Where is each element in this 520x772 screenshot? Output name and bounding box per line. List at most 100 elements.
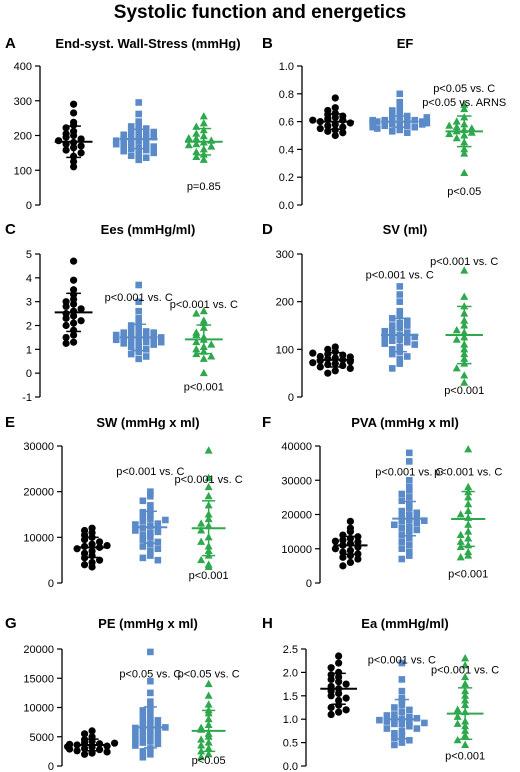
data-point <box>388 322 396 329</box>
p-value-annotation: p<0.05 <box>447 186 481 198</box>
data-point <box>204 700 213 708</box>
data-point <box>88 563 96 571</box>
data-point <box>147 689 154 697</box>
data-point <box>95 556 104 564</box>
data-point <box>388 128 396 135</box>
data-point <box>342 694 350 702</box>
data-point <box>62 333 70 342</box>
data-point <box>327 692 335 700</box>
data-point <box>398 490 406 498</box>
data-point <box>70 257 78 265</box>
data-point <box>406 542 413 549</box>
data-point <box>192 147 201 156</box>
y-tick-label: 4 <box>26 273 32 285</box>
data-point <box>139 531 147 539</box>
data-point <box>309 359 317 367</box>
data-point <box>95 746 104 754</box>
data-point <box>142 353 150 360</box>
panel-title: Ees (mmHg/ml) <box>101 222 196 237</box>
data-point <box>327 664 335 672</box>
data-point <box>70 331 78 339</box>
data-point <box>139 518 147 525</box>
data-point <box>154 740 162 748</box>
data-point <box>316 363 324 371</box>
data-point <box>135 307 142 315</box>
data-point <box>132 742 139 749</box>
data-point <box>132 730 139 738</box>
data-point <box>406 736 413 744</box>
data-point <box>142 332 150 340</box>
data-point <box>406 494 413 501</box>
data-point <box>112 336 120 344</box>
data-point <box>204 482 213 491</box>
panel-b: B EF 0.0 0.2 0.4 0.6 0.8 1.0 p<0.05 vs. C p<0.05 … <box>262 35 506 212</box>
data-point <box>154 734 162 742</box>
data-point <box>445 129 454 138</box>
data-point <box>327 710 335 719</box>
data-point <box>62 133 70 141</box>
data-point <box>464 445 473 453</box>
data-point <box>396 307 404 315</box>
y-tick-label: 0.2 <box>279 172 294 184</box>
y-tick-label: 400 <box>14 61 32 73</box>
data-point <box>369 118 377 125</box>
data-point <box>411 333 419 341</box>
data-point <box>150 149 157 157</box>
data-point <box>346 353 354 361</box>
data-point <box>127 123 135 130</box>
data-point <box>120 136 127 144</box>
y-tick-label: 300 <box>14 96 32 108</box>
data-point <box>70 100 78 108</box>
data-point <box>406 718 413 725</box>
data-point <box>110 739 119 747</box>
data-point <box>112 331 120 339</box>
data-point <box>154 722 162 730</box>
y-tick-label: 2 <box>26 321 32 333</box>
y-tick-label: 2.0 <box>283 667 298 679</box>
data-point <box>406 487 413 494</box>
p-value-annotation: p<0.001 vs. C <box>105 292 173 304</box>
data-point <box>139 543 147 550</box>
p-value-annotation: p<0.05 vs. C <box>433 83 495 95</box>
data-point <box>70 157 78 166</box>
data-point <box>391 729 398 737</box>
data-point <box>331 131 339 140</box>
data-point <box>456 510 465 518</box>
data-point <box>204 750 213 758</box>
data-point <box>398 739 406 746</box>
data-point <box>204 446 213 454</box>
data-point <box>147 540 154 548</box>
data-point <box>80 750 89 758</box>
data-point <box>147 492 154 500</box>
data-point <box>411 341 419 348</box>
data-point <box>192 139 201 148</box>
data-point <box>135 348 142 356</box>
data-point <box>204 691 213 699</box>
data-point <box>132 527 139 534</box>
panel-title: PVA (mmHg x ml) <box>351 415 459 430</box>
data-point <box>403 129 411 137</box>
data-point <box>331 348 339 356</box>
data-point <box>406 483 413 491</box>
data-point <box>398 659 406 667</box>
data-point <box>197 519 206 527</box>
data-point <box>406 458 413 465</box>
data-point <box>147 488 154 495</box>
data-point <box>388 350 396 358</box>
data-point <box>461 740 470 748</box>
y-tick-label: 10000 <box>23 532 54 544</box>
data-point <box>120 131 127 139</box>
data-point <box>62 339 70 347</box>
data-point <box>335 708 343 716</box>
y-tick-label: 0 <box>26 200 32 212</box>
data-point <box>197 741 206 749</box>
data-point <box>154 545 162 553</box>
data-point <box>154 538 162 546</box>
data-point <box>135 110 142 118</box>
data-point <box>150 329 157 336</box>
data-point <box>398 538 406 546</box>
y-tick-label: -1 <box>22 392 32 404</box>
p-value-annotation: p<0.001 vs. C <box>170 299 238 311</box>
data-point <box>73 545 81 553</box>
